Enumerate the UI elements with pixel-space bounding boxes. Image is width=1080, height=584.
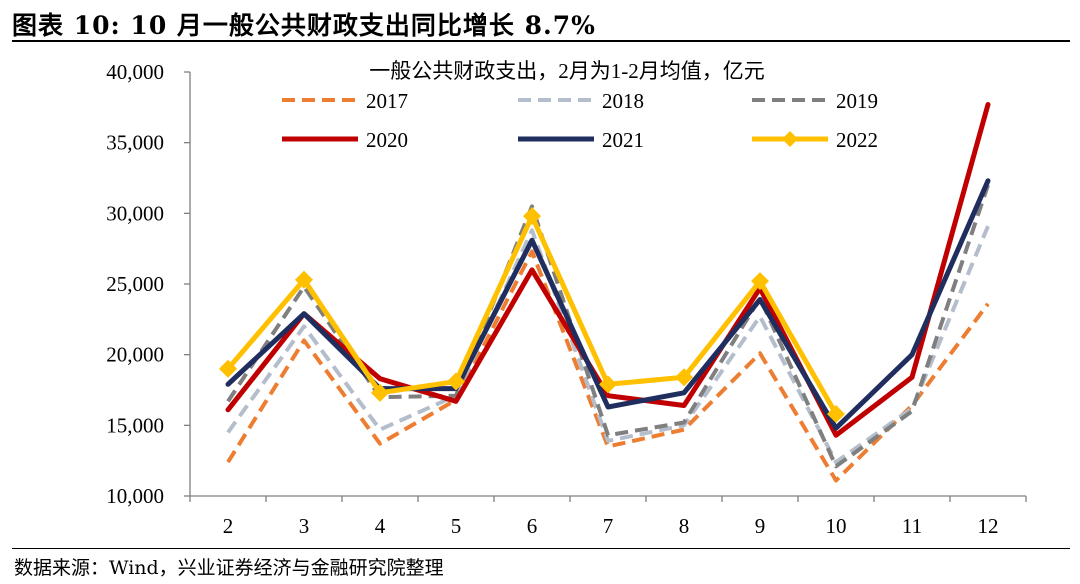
line-chart: 一般公共财政支出，2月为1-2月均值，亿元 10,000 15,000 20,000…	[106, 59, 1027, 538]
data-point-2022	[447, 372, 465, 391]
data-point-2022	[675, 368, 693, 387]
x-tick-label: 12	[978, 514, 999, 538]
series-2018	[226, 225, 990, 465]
source-rule	[12, 548, 1070, 549]
axes: 10,000 15,000 20,000 25,000 30,000 35,000 40,0…	[106, 60, 1027, 538]
x-tick-label: 10	[826, 514, 847, 538]
x-tick-label: 5	[451, 514, 462, 538]
series-line-2019	[226, 184, 990, 469]
source-note: 数据来源：Wind，兴业证券经济与金融研究院整理	[14, 557, 444, 579]
series-line-2017	[226, 249, 990, 483]
x-tick-label: 7	[603, 514, 614, 538]
data-point-2022	[219, 359, 237, 378]
series-2022	[219, 207, 845, 424]
y-tick-label: 30,000	[106, 201, 164, 225]
series-line-2018	[226, 225, 990, 465]
series-2021	[225, 178, 991, 431]
legend-label-2019: 2019	[836, 89, 878, 113]
x-tick-label: 3	[299, 514, 310, 538]
y-tick-label: 40,000	[106, 60, 164, 84]
series-2017	[226, 249, 990, 483]
data-point-2022	[523, 207, 541, 226]
x-tick-label: 6	[527, 514, 538, 538]
y-tick-label: 10,000	[106, 484, 164, 508]
x-tick-label: 8	[679, 514, 690, 538]
x-tick-label: 4	[375, 514, 386, 538]
x-tick-label: 11	[902, 514, 922, 538]
figure-title: 图表 10: 10 月一般公共财政支出同比增长 8.7%	[12, 11, 596, 40]
data-point-2022	[295, 270, 313, 289]
x-tick-label: 2	[223, 514, 234, 538]
data-point-2022	[827, 405, 845, 424]
legend-label-2020: 2020	[366, 128, 408, 152]
legend-label-2022: 2022	[836, 128, 878, 152]
title-rule	[12, 40, 1070, 42]
data-point-2022	[599, 375, 617, 394]
data-point-2022	[371, 383, 389, 402]
x-tick-label: 9	[755, 514, 766, 538]
legend-label-2017: 2017	[366, 89, 408, 113]
y-tick-label: 20,000	[106, 343, 164, 367]
legend-marker-2022	[782, 131, 798, 147]
y-tick-label: 15,000	[106, 413, 164, 437]
legend-label-2018: 2018	[602, 89, 644, 113]
y-tick-label: 35,000	[106, 131, 164, 155]
series-lines	[219, 102, 991, 483]
legend: 2017 2018 2019 2020 2021 2022	[282, 89, 878, 152]
series-2019	[226, 184, 990, 469]
data-point-2022	[751, 272, 769, 291]
series-line-2021	[225, 178, 991, 431]
y-tick-label: 25,000	[106, 272, 164, 296]
legend-label-2021: 2021	[602, 128, 644, 152]
chart-title: 一般公共财政支出，2月为1-2月均值，亿元	[369, 59, 765, 83]
